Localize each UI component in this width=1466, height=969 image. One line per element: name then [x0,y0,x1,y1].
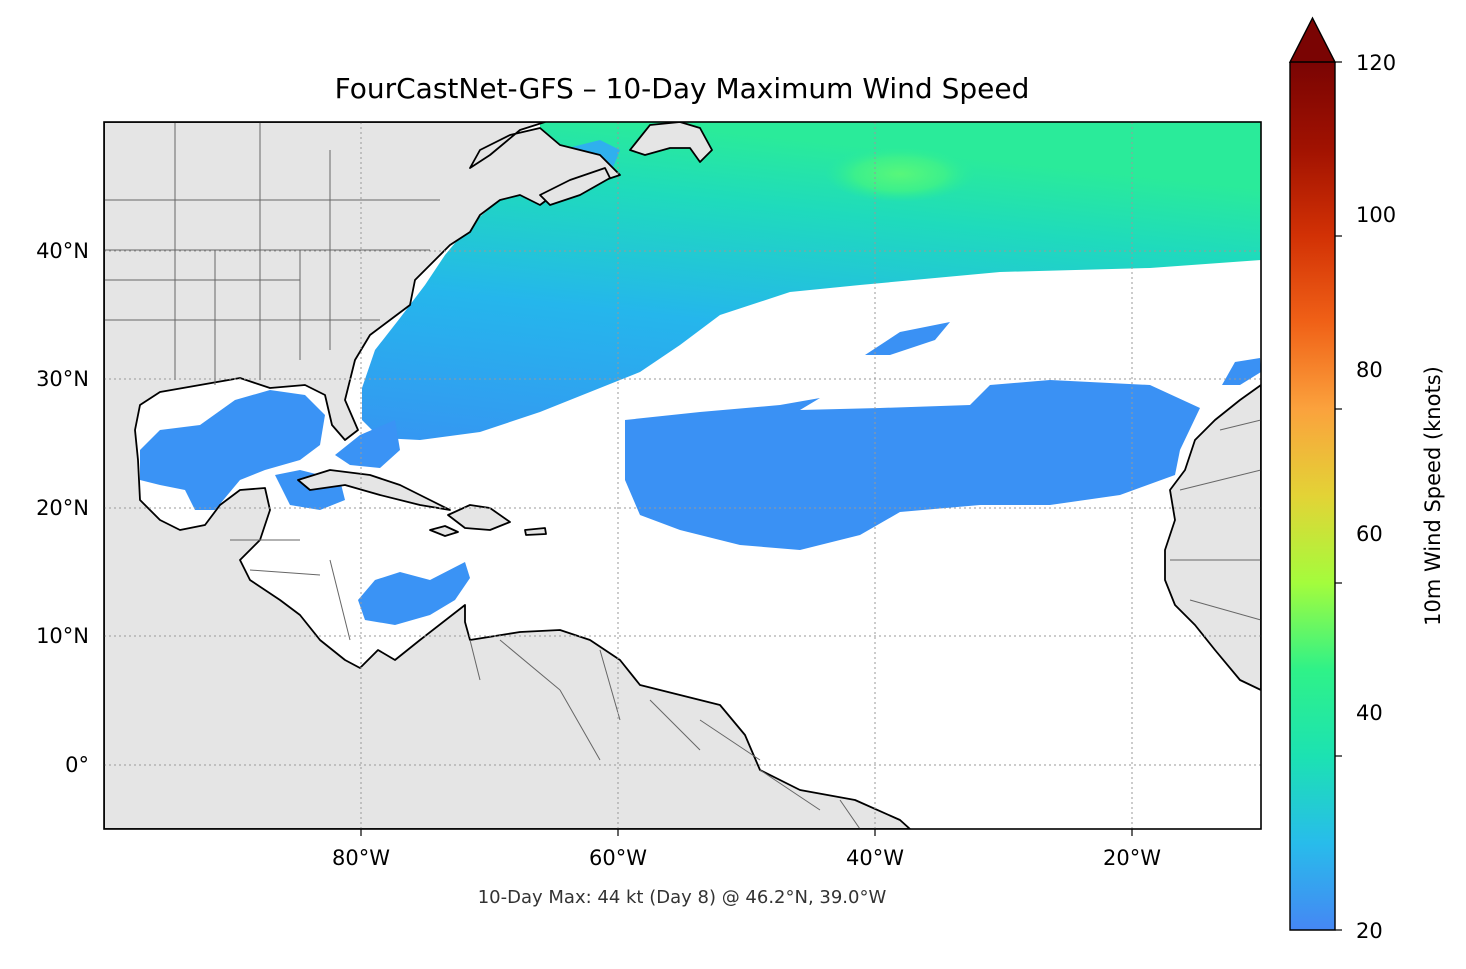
subtropical-wind-band [625,380,1200,550]
hispaniola-land [447,504,511,531]
bahamas-wind [335,420,400,468]
map-area [104,122,1261,829]
x-tick-label: 20°W [1103,846,1161,870]
wind-field-layer [140,122,1261,625]
x-tick-label: 80°W [332,846,390,870]
colorbar-tick-label: 100 [1356,203,1396,227]
y-tick-label: 40°N [36,239,89,263]
max-wind-spot [825,146,975,202]
colorbar-extend-arrow [1288,16,1337,63]
jamaica-land [429,525,459,537]
map-title: FourCastNet-GFS – 10-Day Maximum Wind Sp… [335,72,1030,105]
canary-wind-patch [1222,358,1261,385]
north-atlantic-wind-band [362,122,1261,440]
map-frame [103,121,1262,830]
cuba-land [297,469,451,511]
x-axis: 80°W 60°W 40°W 20°W [332,829,1161,870]
colorbar-label: 10m Wind Speed (knots) [1421,366,1445,626]
colorbar-tick-label: 20 [1356,919,1383,943]
colorbar-tick-label: 40 [1356,701,1383,725]
newfoundland-land [629,122,713,163]
colorbar-tick-label: 120 [1356,51,1396,75]
max-wind-annotation: 10-Day Max: 44 kt (Day 8) @ 46.2°N, 39.0… [478,887,887,908]
nova-scotia-land [539,167,611,206]
colorbar-tick-label: 60 [1356,522,1383,546]
puerto-rico-land [524,527,547,536]
y-tick-label: 0° [65,753,89,777]
y-axis: 40°N 30°N 20°N 10°N 0° [36,239,89,777]
y-tick-label: 30°N [36,367,89,391]
colorbar-gradient [1290,62,1335,930]
gulf-of-mexico-wind [140,390,325,510]
x-tick-label: 60°W [589,846,647,870]
y-tick-label: 20°N [36,496,89,520]
azores-wind-patch [865,322,950,355]
y-tick-label: 10°N [36,624,89,648]
caribbean-wind [358,562,470,625]
colorbar: 120 100 80 60 40 20 10m Wind Speed (knot… [1288,16,1445,943]
colorbar-tick-label: 80 [1356,358,1383,382]
x-tick-label: 40°W [846,846,904,870]
